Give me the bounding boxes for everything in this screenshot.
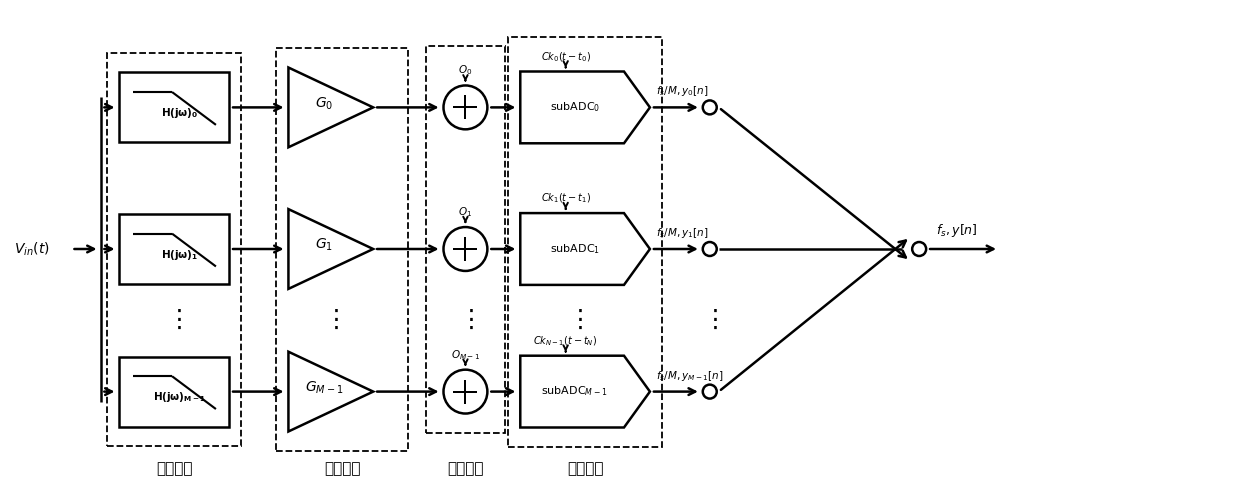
Text: $\mathbf{H(j\omega)_1}$: $\mathbf{H(j\omega)_1}$: [161, 248, 198, 261]
Text: $Ck_1(t-t_1)$: $Ck_1(t-t_1)$: [541, 191, 590, 205]
Text: subADC$_0$: subADC$_0$: [549, 100, 600, 114]
Bar: [108, 53, 241, 446]
Bar: [119, 73, 229, 142]
Text: $f_s/M, y_0[n]$: $f_s/M, y_0[n]$: [656, 84, 708, 98]
Text: $G_{1}$: $G_{1}$: [315, 237, 334, 253]
Text: subADC$_{M-1}$: subADC$_{M-1}$: [542, 385, 608, 399]
Text: 时间失配: 时间失配: [567, 461, 604, 477]
Bar: [425, 46, 506, 433]
Bar: [119, 357, 229, 426]
Text: $Ck_0(t-t_0)$: $Ck_0(t-t_0)$: [541, 50, 590, 64]
Bar: [277, 48, 408, 451]
Text: subADC$_1$: subADC$_1$: [549, 242, 600, 256]
Text: $\vdots$: $\vdots$: [702, 308, 718, 332]
Text: $f_s/M, y_1[n]$: $f_s/M, y_1[n]$: [656, 226, 708, 240]
Text: $O_{M-1}$: $O_{M-1}$: [451, 348, 480, 362]
Bar: [508, 37, 662, 447]
Text: $\mathbf{H(j\omega)_{M-1}}$: $\mathbf{H(j\omega)_{M-1}}$: [153, 390, 207, 404]
Text: 增益失配: 增益失配: [324, 461, 361, 477]
Text: $\vdots$: $\vdots$: [458, 308, 474, 332]
Bar: [119, 214, 229, 284]
Text: $f_s, y[n]$: $f_s, y[n]$: [936, 222, 978, 239]
Text: $\vdots$: $\vdots$: [567, 308, 583, 332]
Text: $\vdots$: $\vdots$: [322, 308, 339, 332]
Text: $O_1$: $O_1$: [459, 205, 472, 219]
Text: 带宽失配: 带宽失配: [156, 461, 192, 477]
Text: $\vdots$: $\vdots$: [166, 308, 182, 332]
Text: $\mathbf{H(j\omega)_0}$: $\mathbf{H(j\omega)_0}$: [161, 106, 198, 120]
Text: $O_0$: $O_0$: [459, 64, 472, 78]
Text: $G_{0}$: $G_{0}$: [315, 95, 334, 112]
Text: $V_{in}(t)$: $V_{in}(t)$: [14, 240, 50, 258]
Text: $G_{M-1}$: $G_{M-1}$: [305, 379, 343, 396]
Text: $Ck_{N-1}(t-t_N)$: $Ck_{N-1}(t-t_N)$: [533, 334, 598, 348]
Text: $f_s/M, y_{M-1}[n]$: $f_s/M, y_{M-1}[n]$: [656, 369, 723, 383]
Text: 失调失配: 失调失配: [448, 461, 484, 477]
